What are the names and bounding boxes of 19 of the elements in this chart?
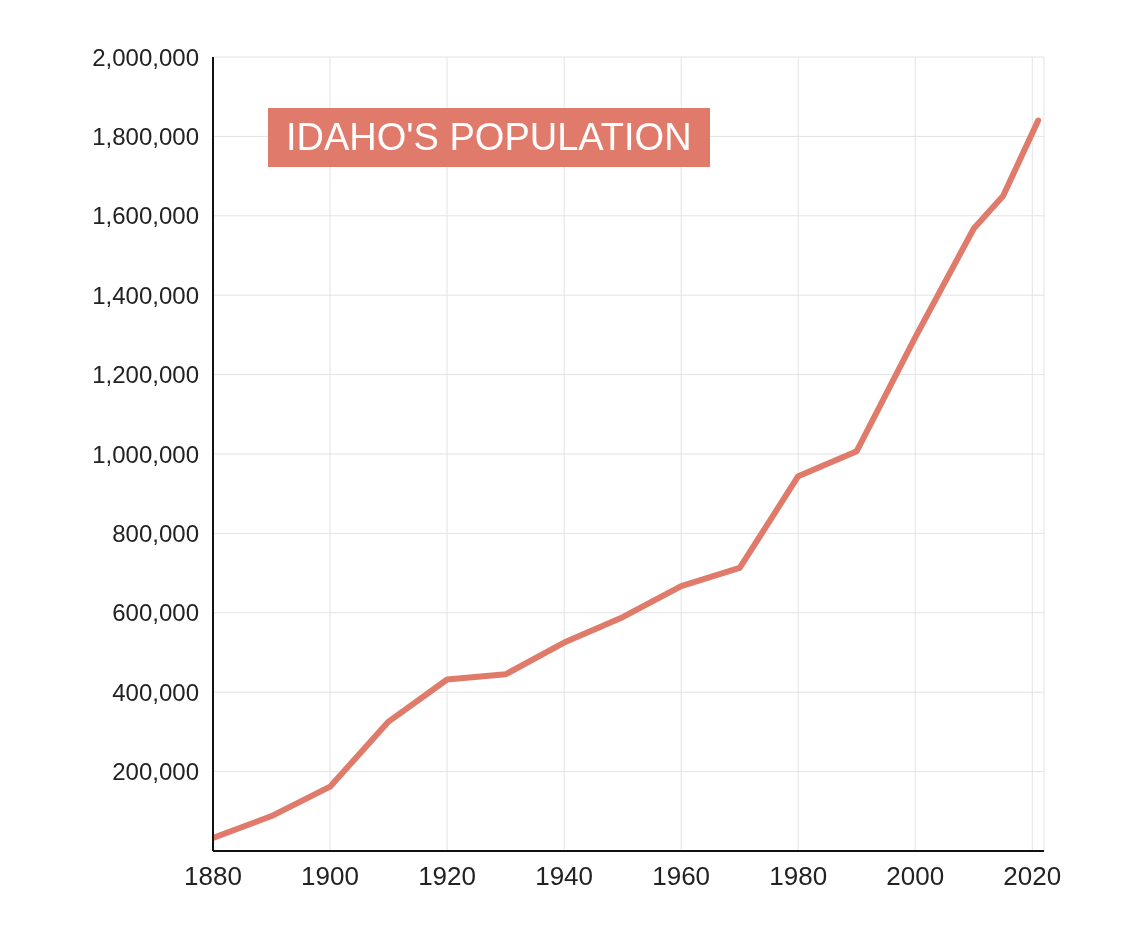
y-tick-label: 1,200,000 bbox=[92, 361, 199, 389]
x-tick-label: 2020 bbox=[1003, 861, 1062, 892]
x-tick-label: 1960 bbox=[652, 861, 711, 892]
x-tick-label: 2000 bbox=[886, 861, 945, 892]
y-tick-label: 1,800,000 bbox=[92, 122, 199, 150]
x-tick-label: 1920 bbox=[418, 861, 477, 892]
x-tick-label: 1900 bbox=[301, 861, 359, 892]
y-tick-label: 1,000,000 bbox=[92, 440, 199, 468]
y-tick-label: 1,400,000 bbox=[92, 281, 199, 309]
y-tick-label: 600,000 bbox=[112, 599, 199, 627]
y-tick-label: 800,000 bbox=[112, 519, 199, 547]
x-tick-label: 1880 bbox=[184, 861, 242, 892]
y-tick-label: 200,000 bbox=[112, 758, 199, 786]
y-tick-label: 400,000 bbox=[112, 678, 199, 706]
x-tick-label: 1980 bbox=[769, 861, 828, 892]
text: IDAHO'S POPULATION bbox=[268, 108, 710, 167]
y-tick-label: 2,000,000 bbox=[92, 43, 199, 71]
y-tick-label: 1,600,000 bbox=[92, 202, 199, 230]
x-tick-label: 1940 bbox=[535, 861, 594, 892]
